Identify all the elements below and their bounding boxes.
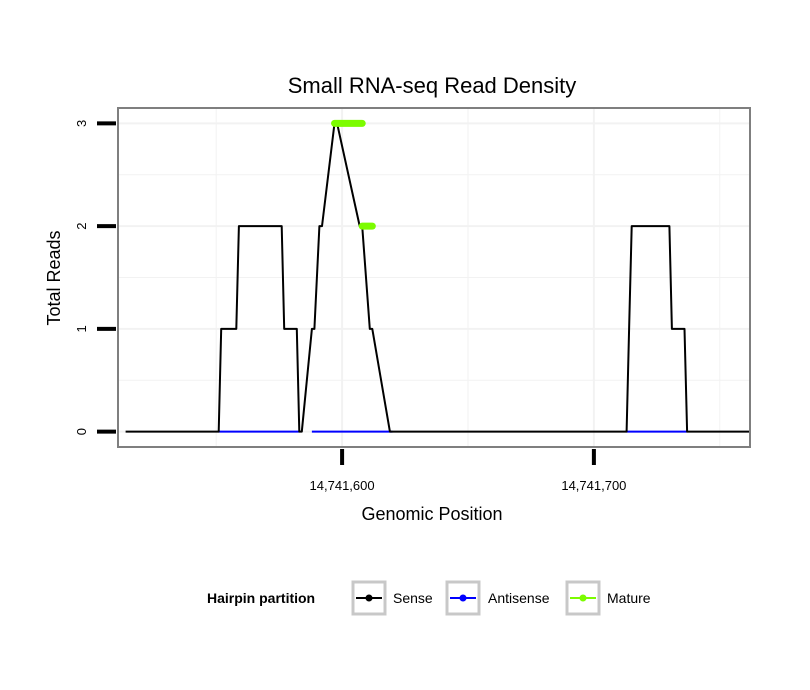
plot-border: [117, 107, 751, 448]
legend-point-mature: [579, 594, 587, 602]
legend-label-antisense: Antisense: [488, 590, 550, 606]
legend: Hairpin partition Sense Antisense Mature: [207, 580, 651, 616]
x-axis-title: Genomic Position: [361, 504, 502, 524]
series-layer: [125, 119, 750, 433]
grid: [118, 108, 750, 447]
chart-title: Small RNA-seq Read Density: [288, 73, 577, 98]
legend-title: Hairpin partition: [207, 590, 315, 606]
y-tick-label: 1: [74, 325, 89, 332]
y-tick-label: 0: [74, 428, 89, 435]
y-axis: 0 1 2 3: [74, 120, 116, 435]
x-tick-label: 14,741,600: [310, 478, 375, 493]
y-tick-label: 3: [74, 120, 89, 127]
legend-label-sense: Sense: [393, 590, 433, 606]
x-tick-label: 14,741,700: [561, 478, 626, 493]
legend-point-sense: [365, 594, 373, 602]
y-tick-label: 2: [74, 223, 89, 230]
x-axis: 14,741,600 14,741,700: [310, 449, 626, 493]
y-axis-title: Total Reads: [44, 230, 64, 325]
legend-point-antisense: [459, 594, 467, 602]
legend-label-mature: Mature: [607, 590, 651, 606]
